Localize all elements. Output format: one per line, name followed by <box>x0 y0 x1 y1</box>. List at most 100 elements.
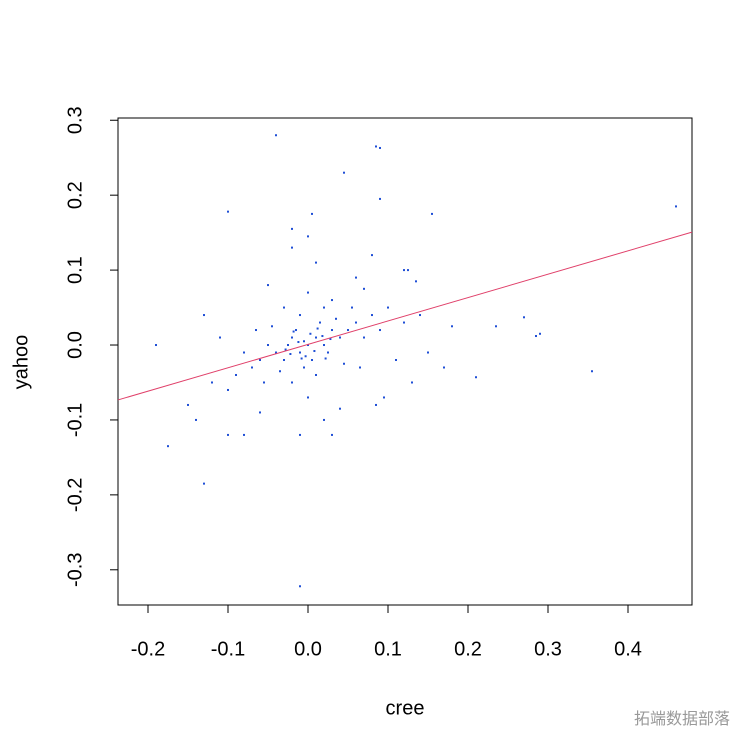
y-tick-label: -0.2 <box>64 478 86 512</box>
watermark: 拓端数据部落 <box>634 710 730 728</box>
point <box>315 261 317 264</box>
point <box>363 336 365 339</box>
point <box>307 235 309 238</box>
point <box>419 314 421 317</box>
point <box>303 366 305 369</box>
point <box>300 357 303 360</box>
point <box>331 433 333 436</box>
y-tick-label: -0.3 <box>64 553 86 587</box>
plot-frame <box>117 117 693 606</box>
point <box>403 269 405 272</box>
y-axis-label: yahoo <box>10 335 32 390</box>
point <box>235 373 237 376</box>
point <box>321 335 324 338</box>
point <box>284 348 287 351</box>
fit-line <box>117 231 693 401</box>
x-axis-label: cree <box>386 697 425 719</box>
point <box>251 366 253 369</box>
point <box>299 433 301 436</box>
point <box>331 329 333 332</box>
point <box>275 351 277 354</box>
point <box>355 321 357 324</box>
point <box>259 411 261 414</box>
point <box>327 351 329 354</box>
point <box>307 396 309 399</box>
point <box>379 146 381 149</box>
point <box>411 381 413 384</box>
point <box>291 227 293 230</box>
point <box>383 396 385 399</box>
y-tick-label: 0.1 <box>64 256 86 284</box>
point <box>289 353 292 356</box>
point <box>539 332 541 335</box>
x-tick-label: -0.1 <box>211 638 245 660</box>
point <box>363 287 365 290</box>
point <box>283 359 285 362</box>
point <box>379 329 381 332</box>
point <box>535 335 537 338</box>
point <box>299 314 301 317</box>
point <box>407 269 409 272</box>
point <box>267 284 269 287</box>
point <box>375 403 377 406</box>
point <box>427 351 429 354</box>
point <box>275 134 277 137</box>
point <box>292 330 295 333</box>
point <box>313 350 316 353</box>
point <box>243 433 245 436</box>
point <box>343 362 345 365</box>
x-tick-label: 0.4 <box>614 638 642 660</box>
point <box>259 359 261 362</box>
point <box>291 246 293 249</box>
point <box>355 276 357 279</box>
point <box>155 344 157 347</box>
point <box>475 376 477 379</box>
point <box>309 332 312 335</box>
y-tick-label: -0.1 <box>64 403 86 437</box>
point <box>227 210 229 213</box>
point <box>343 171 345 174</box>
point <box>299 585 301 588</box>
point <box>227 388 229 391</box>
point <box>167 445 169 448</box>
point <box>351 306 353 309</box>
point <box>387 306 389 309</box>
point <box>379 197 381 200</box>
point <box>319 321 321 324</box>
point <box>323 306 325 309</box>
point <box>324 357 327 360</box>
point <box>375 145 377 148</box>
y-tick-label: 0.0 <box>64 331 86 359</box>
point <box>297 341 300 344</box>
point <box>311 359 313 362</box>
point <box>303 340 305 343</box>
point <box>279 370 281 373</box>
point <box>443 366 445 369</box>
point <box>451 325 453 328</box>
x-tick-label: 0.0 <box>294 638 322 660</box>
point <box>329 338 332 341</box>
x-tick-label: 0.1 <box>374 638 402 660</box>
point <box>307 291 309 294</box>
point <box>339 407 341 410</box>
point <box>359 366 361 369</box>
point <box>323 344 325 347</box>
point <box>291 381 293 384</box>
point <box>403 321 405 324</box>
y-tick-label: 0.2 <box>64 181 86 209</box>
point <box>307 344 309 347</box>
x-tick-label: 0.3 <box>534 638 562 660</box>
point <box>675 205 677 208</box>
point <box>591 370 593 373</box>
x-tick-label: 0.2 <box>454 638 482 660</box>
point <box>271 325 273 328</box>
point <box>203 314 205 317</box>
point <box>316 327 319 330</box>
point <box>415 280 417 283</box>
point <box>195 418 197 421</box>
point <box>211 381 213 384</box>
point <box>395 359 397 362</box>
point <box>331 299 333 302</box>
point <box>311 212 313 215</box>
